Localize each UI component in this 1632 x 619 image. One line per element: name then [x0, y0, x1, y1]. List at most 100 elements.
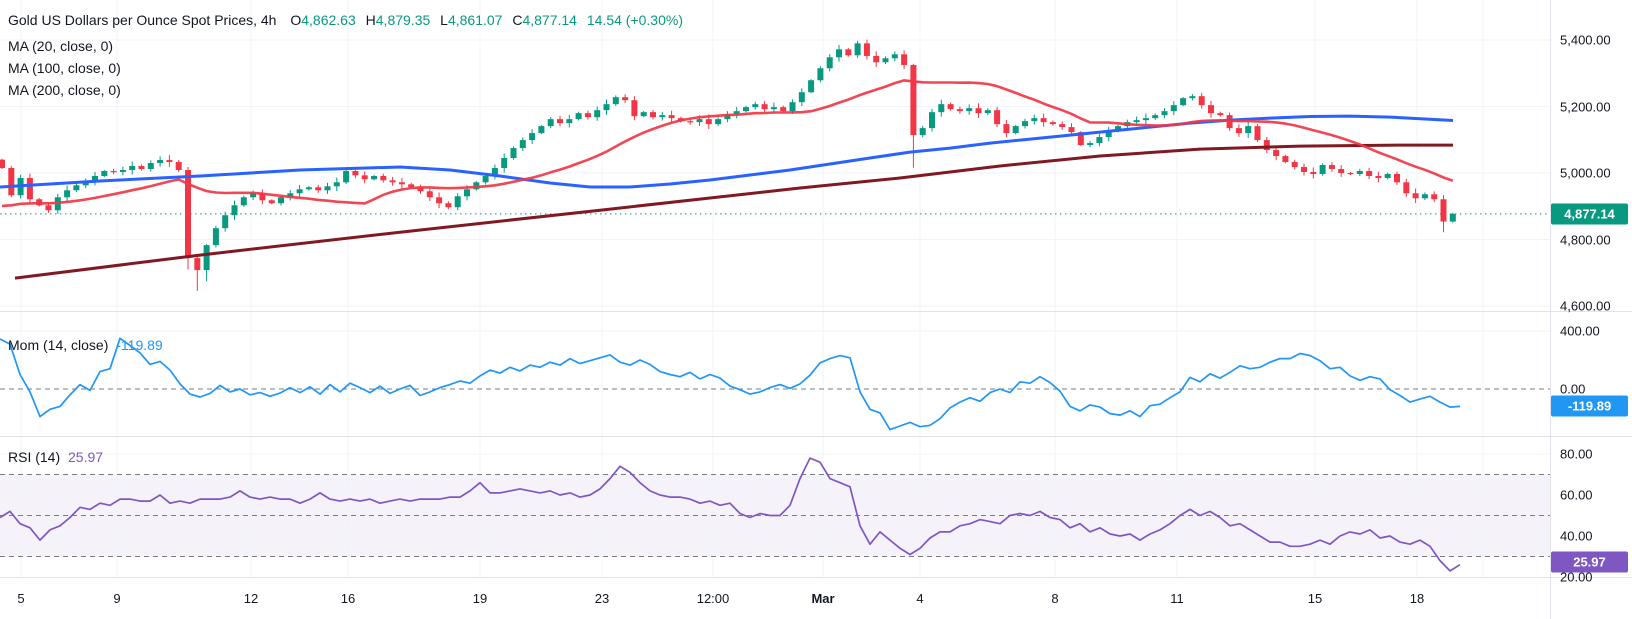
- candle-body: [668, 115, 675, 119]
- candle-body: [947, 104, 954, 110]
- candle-body: [1375, 175, 1382, 178]
- candle-body: [594, 110, 601, 118]
- candle-body: [352, 171, 359, 176]
- candle-body: [110, 171, 117, 173]
- candle-body: [1208, 105, 1214, 114]
- candle-body: [798, 92, 805, 103]
- candle-body: [761, 104, 768, 110]
- candle-body: [1245, 126, 1252, 134]
- candle-body: [26, 177, 33, 200]
- candle-body: [231, 205, 238, 216]
- candle-body: [845, 49, 852, 56]
- candle-body: [240, 197, 247, 206]
- candle-body: [938, 104, 945, 113]
- candle-body: [538, 126, 545, 134]
- candle-body: [1003, 124, 1010, 134]
- candle-body: [454, 196, 461, 208]
- ma100-line: [0, 114, 1454, 189]
- candle-body: [1319, 165, 1326, 174]
- candle-body: [491, 168, 498, 176]
- candle-body: [1440, 199, 1447, 222]
- candle-body: [891, 54, 898, 59]
- candle-body: [1366, 171, 1373, 176]
- candle-body: [566, 119, 573, 124]
- candle-body: [659, 115, 666, 118]
- candle-body: [1347, 173, 1354, 175]
- candle-body: [510, 148, 517, 159]
- candle-body: [529, 133, 536, 141]
- candle-body: [343, 171, 350, 183]
- candle-body: [1012, 126, 1019, 134]
- candle-body: [287, 193, 294, 198]
- candle-body: [733, 111, 740, 115]
- candle-body: [873, 55, 880, 63]
- candle-body: [984, 110, 991, 114]
- candle-body: [166, 160, 173, 163]
- candle-body: [64, 190, 71, 198]
- candle-body: [1152, 115, 1159, 119]
- candle-body: [1087, 143, 1094, 146]
- candle-body: [1096, 137, 1103, 144]
- candle-body: [1263, 140, 1270, 151]
- candle-body: [250, 193, 257, 198]
- candle-body: [212, 228, 219, 246]
- candle-body: [994, 110, 1001, 125]
- candle-body: [389, 180, 396, 183]
- candle-body: [0, 159, 5, 169]
- candle-body: [1310, 172, 1317, 174]
- candle-body: [119, 170, 126, 173]
- candle-body: [1180, 98, 1187, 106]
- candle-body: [1115, 126, 1121, 132]
- candle-body: [817, 68, 824, 81]
- candle-body: [910, 64, 917, 136]
- candle-body: [436, 197, 443, 204]
- candle-body: [557, 119, 563, 124]
- candle-body: [705, 119, 712, 125]
- candle-body: [956, 109, 963, 112]
- candle-body: [863, 43, 870, 56]
- candle-body: [1235, 128, 1242, 134]
- candle-body: [1189, 96, 1196, 99]
- candle-body: [147, 163, 154, 170]
- momentum-line: [0, 337, 1461, 431]
- candle-body: [1328, 165, 1335, 170]
- candle-body: [259, 193, 266, 201]
- candle-body: [1431, 194, 1438, 200]
- candle-body: [398, 182, 405, 185]
- candle-body: [836, 49, 842, 58]
- candle-body: [826, 57, 833, 69]
- candle-body: [305, 187, 312, 190]
- candle-body: [278, 197, 284, 204]
- candle-body: [724, 114, 731, 120]
- candle-body: [1170, 105, 1177, 112]
- candle-body: [203, 245, 210, 271]
- candle-body: [696, 119, 703, 123]
- candle-body: [1356, 171, 1363, 174]
- candle-body: [1059, 124, 1066, 128]
- candle-body: [1105, 131, 1112, 138]
- candle-body: [919, 128, 926, 136]
- candle-body: [315, 187, 322, 191]
- candle-body: [101, 171, 108, 176]
- candle-body: [482, 175, 489, 183]
- candle-body: [1449, 213, 1456, 222]
- candle-body: [1031, 118, 1038, 122]
- candle-body: [8, 168, 15, 196]
- candle-body: [1384, 173, 1391, 178]
- candle-body: [157, 160, 164, 164]
- candle-body: [612, 97, 619, 105]
- candle-body: [45, 205, 52, 211]
- candle-body: [501, 158, 508, 169]
- candle-body: [519, 140, 526, 149]
- candle-body: [417, 187, 424, 192]
- candle-body: [584, 113, 591, 118]
- candle-body: [1049, 122, 1056, 125]
- candle-body: [901, 54, 908, 65]
- candle-body: [1291, 162, 1298, 168]
- candle-body: [222, 215, 229, 229]
- candle-body: [966, 108, 973, 112]
- candle-body: [770, 107, 777, 110]
- candle-body: [1068, 127, 1075, 133]
